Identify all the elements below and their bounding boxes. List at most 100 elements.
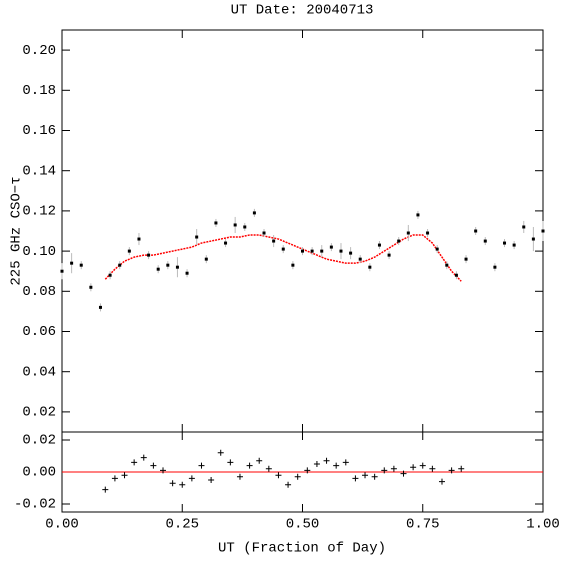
x-axis-label: UT (Fraction of Day) — [218, 541, 386, 557]
residual-point — [285, 481, 292, 488]
data-point — [493, 265, 497, 269]
residual-point — [265, 465, 272, 472]
residual-point — [179, 481, 186, 488]
residual-point — [438, 478, 445, 485]
data-point — [60, 269, 64, 273]
residual-point — [208, 477, 215, 483]
data-point — [503, 241, 507, 245]
data-point — [233, 223, 237, 227]
data-point — [483, 239, 487, 243]
x-tick-label: 1.00 — [526, 517, 560, 533]
residual-point — [140, 454, 147, 461]
data-point — [195, 235, 199, 239]
y-tick-label: 0.02 — [22, 433, 56, 449]
data-point — [127, 249, 131, 253]
data-point — [512, 243, 516, 247]
data-point — [118, 263, 122, 267]
residual-point — [131, 459, 138, 466]
data-point — [262, 231, 266, 235]
data-point — [329, 245, 333, 249]
data-point — [204, 257, 208, 261]
y-axis-label: 225 GHz CSO−τ — [9, 176, 25, 285]
y-tick-label: 0.20 — [22, 43, 56, 59]
residual-point — [198, 462, 205, 469]
residual-point — [121, 472, 128, 479]
data-point — [243, 225, 247, 229]
residual-point — [188, 475, 195, 482]
residual-point — [371, 473, 378, 480]
residual-point — [390, 465, 397, 472]
data-point — [320, 249, 324, 253]
residual-point — [419, 462, 426, 469]
data-point — [339, 249, 343, 253]
y-tick-label: 0.00 — [22, 465, 56, 481]
data-point — [156, 267, 160, 271]
data-point — [272, 239, 276, 243]
fit-curve — [104, 234, 462, 282]
data-point — [435, 247, 439, 251]
residual-point — [342, 459, 349, 466]
residual-point — [227, 459, 234, 466]
x-tick-label: 0.00 — [45, 517, 79, 533]
data-point — [185, 271, 189, 275]
data-point — [175, 265, 179, 269]
data-point — [387, 253, 391, 257]
residual-point — [246, 462, 253, 469]
main-frame — [61, 29, 544, 433]
y-tick-label: 0.08 — [22, 284, 56, 300]
residual-point — [429, 465, 436, 472]
residual-point — [150, 462, 157, 469]
residual-point — [448, 467, 455, 474]
y-tick-label: 0.04 — [22, 364, 56, 380]
y-tick-label: 0.14 — [22, 163, 56, 179]
data-point — [137, 237, 141, 241]
data-point — [416, 213, 420, 217]
residual-point — [236, 473, 243, 480]
data-point — [98, 305, 102, 309]
y-tick-label: 0.12 — [22, 204, 56, 220]
data-point — [252, 211, 256, 215]
data-point — [224, 241, 228, 245]
data-point — [358, 257, 362, 261]
data-point — [426, 231, 430, 235]
residual-point — [400, 470, 407, 477]
data-point — [70, 261, 74, 265]
data-point — [522, 225, 526, 229]
data-point — [541, 229, 545, 233]
data-point — [406, 231, 410, 235]
x-tick-label: 0.25 — [165, 517, 199, 533]
residual-point — [381, 467, 388, 474]
data-point — [108, 273, 112, 277]
data-point — [291, 263, 295, 267]
residual-point — [304, 467, 311, 474]
residual-point — [102, 486, 109, 493]
residual-point — [362, 472, 369, 479]
y-tick-label: 0.10 — [22, 244, 56, 260]
data-point — [377, 243, 381, 247]
data-point — [454, 273, 458, 277]
data-point — [531, 237, 535, 241]
y-tick-label: 0.18 — [22, 83, 56, 99]
x-tick-label: 0.50 — [286, 517, 320, 533]
y-tick-label: 0.02 — [22, 405, 56, 421]
residual-point — [352, 475, 359, 482]
data-point — [214, 221, 218, 225]
residual-point — [294, 473, 301, 480]
data-point — [147, 253, 151, 257]
residual-point — [160, 467, 167, 474]
data-point — [89, 285, 93, 289]
data-point — [368, 265, 372, 269]
data-point — [79, 263, 83, 267]
data-point — [445, 263, 449, 267]
chart-title: UT Date: 20040713 — [231, 3, 374, 19]
residual-point — [323, 457, 330, 464]
residual-point — [256, 457, 263, 464]
data-point — [281, 247, 285, 251]
data-point — [464, 257, 468, 261]
y-tick-label: 0.16 — [22, 123, 56, 139]
residual-point — [275, 472, 282, 479]
data-point — [310, 249, 314, 253]
data-point — [301, 249, 304, 253]
data-point — [349, 251, 353, 255]
